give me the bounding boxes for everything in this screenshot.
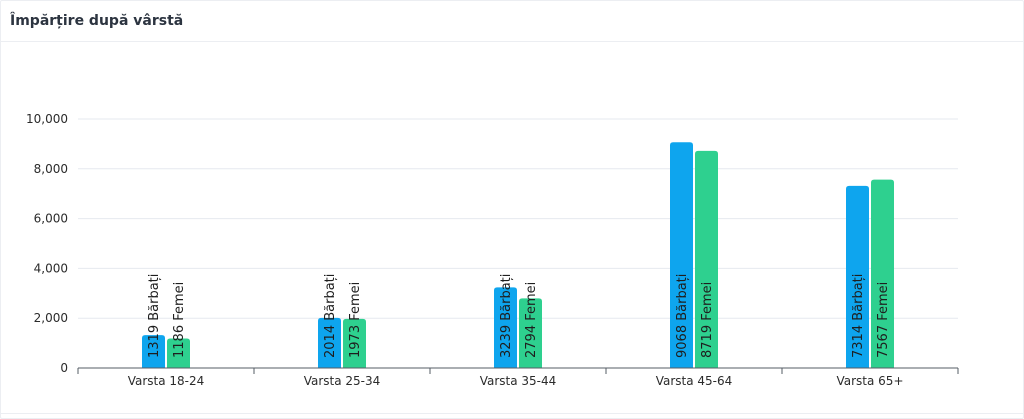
bar-data-label: 8719 Femei: [700, 282, 715, 358]
bar[interactable]: [519, 298, 542, 368]
bar-data-label: 7314 Bărbați: [851, 274, 866, 358]
bar[interactable]: [343, 318, 366, 368]
gridlines: [78, 118, 958, 319]
bar-data-label: 1319 Bărbați: [147, 274, 162, 358]
data-labels: 1319 Bărbați 1186 Femei 2014 Bărbați 1973 F…: [147, 274, 891, 358]
y-tick-label: 10,000: [26, 112, 68, 126]
bar-data-label: 3239 Bărbați: [499, 274, 514, 358]
x-tick-label: Varsta 45-64: [656, 374, 733, 388]
bar[interactable]: [318, 317, 341, 368]
bar[interactable]: [846, 185, 869, 368]
x-tick-label: Varsta 25-34: [304, 374, 381, 388]
bar[interactable]: [871, 179, 894, 368]
bar[interactable]: [695, 150, 718, 368]
bar-data-label: 7567 Femei: [876, 282, 891, 358]
y-tick-label: 8,000: [34, 162, 68, 176]
y-tick-label: 4,000: [34, 261, 68, 275]
x-tick-label: Varsta 35-44: [480, 374, 557, 388]
x-tick-label: Varsta 18-24: [128, 374, 205, 388]
bar-data-label: 1973 Femei: [348, 282, 363, 358]
divider: [0, 413, 1024, 414]
bars: [142, 142, 894, 368]
bar-data-label: 1186 Femei: [172, 282, 187, 358]
bar-data-label: 9068 Bărbați: [675, 274, 690, 358]
y-tick-label: 6,000: [34, 212, 68, 226]
bar-data-label: 2794 Femei: [524, 282, 539, 358]
bar[interactable]: [670, 142, 693, 368]
y-axis-ticks: 0 2,000 4,000 6,000 8,000 10,000: [26, 112, 68, 375]
bar[interactable]: [167, 338, 190, 368]
y-tick-label: 2,000: [34, 311, 68, 325]
chart-title: Împărțire după vârstă: [10, 13, 184, 29]
bar[interactable]: [142, 335, 165, 368]
x-tick-label: Varsta 65+: [836, 374, 903, 388]
card-header: Împărțire după vârstă: [1, 1, 1023, 42]
y-tick-label: 0: [60, 361, 68, 375]
x-axis: Varsta 18-24 Varsta 25-34 Varsta 35-44 Vars…: [77, 367, 959, 388]
bar[interactable]: [494, 287, 517, 368]
bar-data-label: 2014 Bărbați: [323, 274, 338, 358]
